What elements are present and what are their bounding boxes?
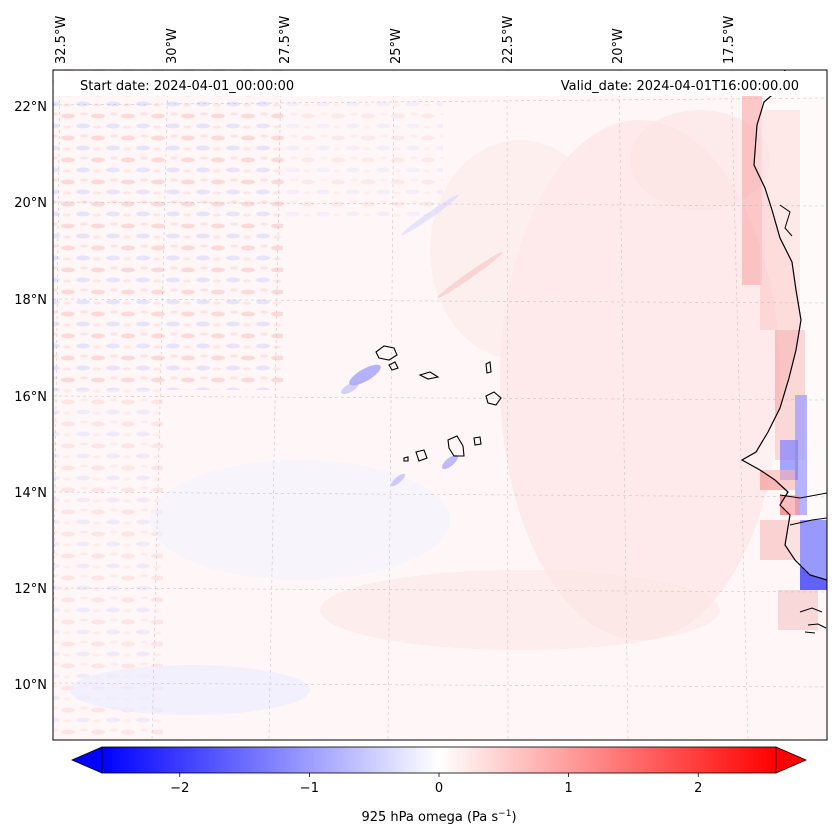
lon-label-30w: 30°W <box>165 28 180 64</box>
island-maio <box>473 436 482 446</box>
lon-label-27-5w: 27.5°W <box>278 16 293 64</box>
lat-label-16n: 16°N <box>14 390 47 405</box>
start-date: Start date: 2024-04-01_00:00:00 <box>80 79 294 94</box>
coast-gambia-inlet <box>779 492 827 499</box>
africa-coastline <box>740 70 827 581</box>
latitude-labels: 22°N 20°N 18°N 16°N 14°N 12°N 10°N <box>14 100 47 693</box>
longitude-labels: 32.5°W 30°W 27.5°W 25°W 22.5°W 20°W 17.5… <box>54 16 737 64</box>
lon-label-20w: 20°W <box>611 28 626 64</box>
island-santo-antao <box>375 345 398 361</box>
colorbar-tick-label: 1 <box>564 781 572 796</box>
coastal-bands <box>742 95 827 630</box>
omega-field-background <box>53 70 780 740</box>
lat-label-14n: 14°N <box>14 486 47 501</box>
lon-label-32-5w: 32.5°W <box>54 16 69 64</box>
colorbar-extend-high <box>775 746 808 774</box>
lat-label-18n: 18°N <box>14 293 47 308</box>
coast-inlet-north <box>779 204 793 237</box>
lon-label-17-5w: 17.5°W <box>722 16 737 64</box>
lat-label-20n: 20°N <box>14 196 47 211</box>
island-boa-vista <box>485 391 502 406</box>
colorbar-tick-label: −1 <box>300 781 319 796</box>
colorbar-tick-label: −2 <box>170 781 189 796</box>
lat-label-10n: 10°N <box>14 678 47 693</box>
colorbar-tick-label: 0 <box>435 781 443 796</box>
island-brava <box>403 456 409 462</box>
cape-verde-islands <box>375 345 502 462</box>
island-sal <box>485 361 492 374</box>
map-frame <box>52 69 828 741</box>
lon-label-25w: 25°W <box>389 28 404 64</box>
coast-casamance-inlet <box>789 517 827 526</box>
header-bar <box>54 71 826 96</box>
colorbar-tick-label: 2 <box>694 781 702 796</box>
colorbar: −2 −1 0 1 2 925 hPa omega (Pa s−1) <box>70 746 808 825</box>
lat-label-12n: 12°N <box>14 582 47 597</box>
colorbar-extend-low <box>70 746 103 774</box>
map-panel: Start date: 2024-04-01_00:00:00 Valid_da… <box>53 70 827 740</box>
africa-land <box>742 70 827 580</box>
bissagos-islands <box>799 607 827 634</box>
island-santiago <box>447 435 465 457</box>
island-sao-nicolau <box>418 371 440 380</box>
colorbar-ticks: −2 −1 0 1 2 <box>170 773 702 796</box>
valid-date: Valid_date: 2024-04-01T16:00:00.00 <box>561 79 799 94</box>
lon-label-22-5w: 22.5°W <box>501 16 516 64</box>
lat-label-22n: 22°N <box>14 100 47 115</box>
island-fogo <box>415 449 428 462</box>
colorbar-label: 925 hPa omega (Pa s−1) <box>361 809 516 825</box>
colorbar-body <box>101 746 777 774</box>
island-sao-vicente <box>388 361 399 371</box>
island-wakes <box>341 194 503 487</box>
